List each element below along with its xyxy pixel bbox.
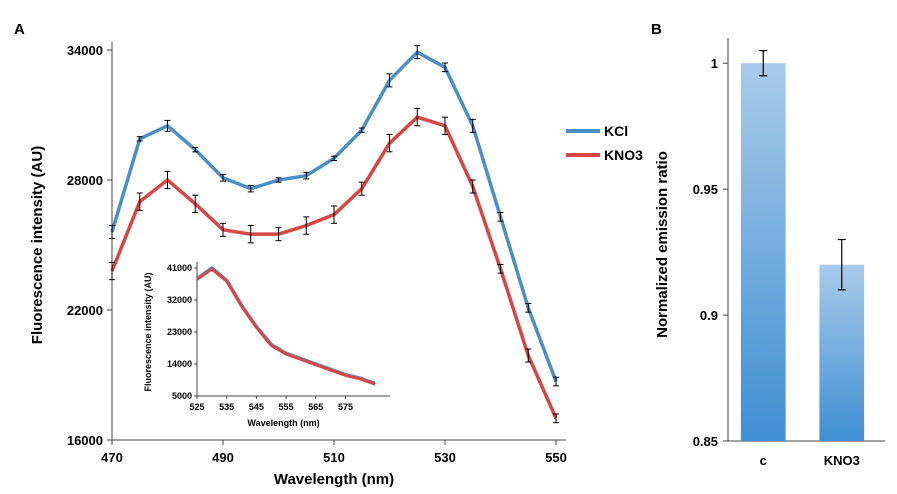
- error-bar-kcl: [109, 225, 115, 239]
- b-y-tick-label: 0.95: [693, 182, 718, 197]
- y-axis-title: Fluorescence intensity (AU): [29, 146, 46, 344]
- x-tick-label: 490: [212, 450, 234, 465]
- y-tick-label: 28000: [67, 173, 103, 188]
- inset-series-line-0: [195, 266, 376, 386]
- b-y-tick-label: 0.9: [700, 308, 718, 323]
- inset-x-axis-title: Wavelength (nm): [247, 418, 319, 428]
- error-bar-kno3: [469, 179, 476, 194]
- error-bar-kcl: [303, 171, 310, 180]
- error-bar-kno3: [136, 192, 143, 211]
- error-bar-kno3: [358, 181, 365, 196]
- error-bar-kcl: [414, 45, 421, 60]
- bar-category-label-c: c: [760, 453, 767, 468]
- b-y-axis-title: Normalized emission ratio: [654, 151, 671, 338]
- error-bar-kcl: [442, 62, 448, 73]
- inset-x-tick-label: 565: [308, 402, 323, 412]
- error-bar-kcl: [275, 177, 282, 183]
- error-bar-kno3: [525, 348, 532, 363]
- error-bar-kcl: [136, 136, 143, 142]
- error-bar-kcl: [497, 212, 504, 222]
- inset-x-tick-label: 525: [189, 402, 204, 412]
- bar-category-label-kno3: KNO3: [824, 453, 860, 468]
- x-tick-label: 470: [101, 450, 123, 465]
- inset-y-tick-label: 23000: [167, 327, 192, 337]
- error-bar-kno3: [331, 205, 337, 224]
- error-bar-kcl: [358, 127, 365, 133]
- bar-c: [740, 63, 786, 441]
- panel-a-inset-chart: 5000 14000 23000 32000 41000 525 535 545 555 565 5…: [143, 262, 390, 428]
- y-tick-label: 16000: [67, 433, 103, 448]
- error-bar-kcl: [220, 174, 226, 182]
- panel-b-label: B: [651, 21, 662, 38]
- x-tick-label: 510: [323, 450, 345, 465]
- error-bar-kno3: [553, 413, 559, 424]
- inset-y-axis-title: Fluorescence intensity (AU): [143, 272, 153, 391]
- inset-x-tick-label: 535: [219, 402, 234, 412]
- inset-y-tick-label: 14000: [167, 359, 192, 369]
- x-tick-label: 530: [434, 450, 456, 465]
- panel-a-label: A: [14, 21, 25, 38]
- error-bar-kcl: [331, 155, 337, 161]
- inset-y-tick-label: 5000: [172, 391, 192, 401]
- inset-series-line-1: [196, 267, 376, 386]
- inset-x-tick-label: 555: [279, 402, 294, 412]
- legend-label-kno3: KNO3: [604, 147, 643, 163]
- error-bar-kcl: [525, 303, 532, 313]
- error-bar-kno3: [275, 227, 282, 242]
- error-bar-kno3: [442, 116, 448, 135]
- panel-a-chart: 16000 22000 28000 34000 470 490 510 530 550 Wavel…: [29, 42, 643, 488]
- error-bar-kno3: [247, 225, 254, 244]
- error-bar-kcl: [247, 184, 254, 193]
- inset-x-tick-label: 545: [249, 402, 264, 412]
- x-tick-label: 550: [545, 450, 567, 465]
- error-bar-kno3: [303, 216, 310, 235]
- b-y-tick-label: 1: [711, 56, 718, 71]
- error-bar-kno3: [164, 170, 171, 190]
- y-tick-label: 34000: [67, 43, 103, 58]
- bar-error-kno3: [837, 238, 846, 291]
- b-y-tick-label: 0.85: [693, 434, 718, 449]
- error-bar-kno3: [386, 134, 393, 153]
- x-axis-title: Wavelength (nm): [274, 471, 394, 488]
- error-bar-kno3: [414, 108, 421, 127]
- y-tick-label: 22000: [67, 303, 103, 318]
- error-bar-kcl: [469, 118, 476, 133]
- error-bar-kno3: [109, 261, 115, 281]
- inset-y-tick-label: 41000: [167, 263, 192, 273]
- inset-y-tick-label: 32000: [167, 295, 192, 305]
- bar-kno3: [819, 264, 865, 441]
- inset-x-tick-label: 575: [338, 402, 353, 412]
- error-bar-kno3: [220, 222, 226, 237]
- error-bar-kno3: [192, 194, 199, 213]
- legend-label-kcl: KCl: [604, 123, 628, 139]
- error-bar-kcl: [192, 147, 199, 153]
- error-bar-kcl: [553, 376, 559, 387]
- error-bar-kcl: [386, 73, 393, 88]
- panel-b-chart: 0.85 0.9 0.95 1 Normalized emission ratio c KN…: [654, 38, 885, 468]
- error-bar-kno3: [497, 264, 504, 274]
- bar-error-c: [759, 49, 768, 77]
- error-bar-kcl: [164, 119, 171, 132]
